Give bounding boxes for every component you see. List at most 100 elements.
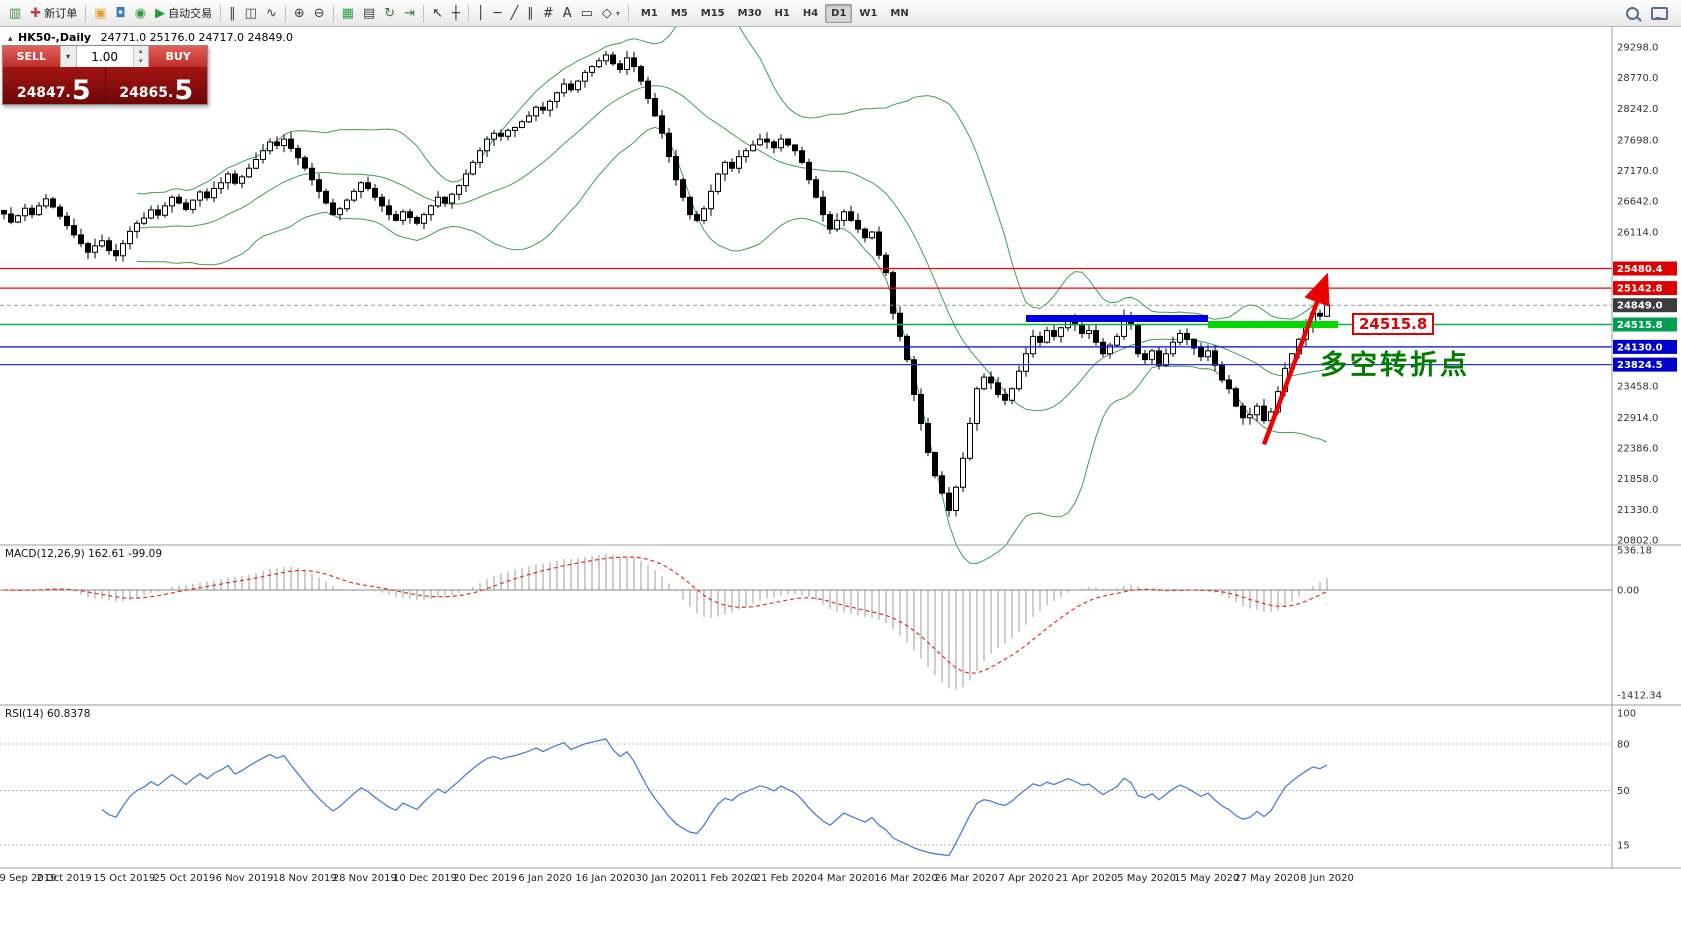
toolbar-separator — [423, 4, 425, 22]
price-tag: 25142.8 — [1613, 281, 1677, 296]
svg-text:28770.0: 28770.0 — [1617, 73, 1658, 84]
bar-chart-icon: ‖ — [229, 5, 236, 21]
toolbar-separator — [220, 4, 222, 22]
svg-text:8 Jun 2020: 8 Jun 2020 — [1300, 873, 1354, 884]
timeframe-h4[interactable]: H4 — [802, 7, 819, 19]
label-icon: ▭ — [580, 5, 593, 21]
auto-scroll-icon[interactable]: ↻ — [380, 3, 399, 24]
horizontal-level-lines[interactable] — [0, 267, 1612, 366]
zoom-out-icon[interactable]: ⊖ — [310, 3, 329, 24]
symbol-icon: ▴ — [8, 34, 13, 44]
toolbar-right — [1626, 6, 1676, 20]
trend-arrow[interactable] — [1261, 272, 1330, 446]
macd-histogram — [10, 554, 1328, 690]
new-order-button-label: 新订单 — [44, 7, 78, 20]
timeframe-group: M1 M5 M15 M30 H1 H4 D1 W1 MN — [635, 3, 915, 23]
mql5-icon[interactable]: ▣ — [90, 3, 110, 24]
candle-wicks — [3, 51, 1328, 517]
shapes-icon[interactable]: ◇ ▾ — [598, 3, 624, 24]
channel-icon: ∥ — [527, 5, 534, 21]
profile-icon[interactable]: ◘ — [112, 3, 130, 24]
timeframe-m5[interactable]: M5 — [670, 7, 688, 19]
timeframe-mn[interactable]: MN — [890, 7, 909, 19]
timeframe-d1[interactable]: D1 — [825, 3, 853, 23]
timeframe-m30[interactable]: M30 — [737, 7, 762, 19]
new-order-button[interactable]: ✚ 新订单 — [26, 3, 81, 24]
fibonacci-icon: # — [542, 5, 554, 21]
toolbar-separator — [85, 4, 87, 22]
macd-signal-line — [3, 556, 1328, 674]
volume-down-button[interactable]: ▾ — [133, 56, 148, 66]
cursor-icon[interactable]: ↖ — [428, 3, 447, 24]
chart-shift-icon[interactable]: ⇥ — [400, 3, 419, 24]
volume-input[interactable] — [76, 46, 133, 67]
zoom-out-icon: ⊖ — [313, 5, 325, 21]
candlestick-chart-icon[interactable]: ◫ — [241, 3, 261, 24]
zoom-in-icon[interactable]: ⊕ — [290, 3, 309, 24]
volume-up-button[interactable]: ▴ — [133, 46, 148, 56]
line-chart-icon[interactable]: ∿ — [262, 3, 281, 24]
support-zone-segments[interactable] — [1026, 315, 1339, 328]
crosshair-icon[interactable]: ┼ — [448, 3, 464, 24]
auto-scroll-icon: ↻ — [384, 5, 396, 21]
svg-text:23458.0: 23458.0 — [1617, 381, 1658, 392]
trendline-icon[interactable]: ╱ — [506, 3, 522, 24]
bear-candles — [1, 54, 1323, 511]
candlestick-series — [1, 51, 1330, 517]
bollinger-bands — [136, 0, 1328, 565]
svg-text:26 Mar 2020: 26 Mar 2020 — [934, 873, 997, 884]
svg-text:80: 80 — [1617, 740, 1630, 751]
turning-point-annotation[interactable]: 多空转折点 — [1320, 350, 1470, 381]
timeframe-m1[interactable]: M1 — [640, 7, 658, 19]
timeframe-m15[interactable]: M15 — [700, 7, 725, 19]
timeframe-w1[interactable]: W1 — [859, 7, 878, 19]
chart-window-icon: ▥ — [9, 5, 22, 21]
price-tag: 24515.8 — [1613, 317, 1677, 332]
chart-window-icon[interactable]: ▥ — [5, 3, 25, 24]
autotrading-button[interactable]: ▶ 自动交易 — [151, 3, 216, 24]
ohlc-readout: 24771.0 25176.0 24717.0 24849.0 — [100, 31, 294, 44]
label-icon[interactable]: ▭ — [577, 3, 597, 24]
price-axis[interactable]: 29298.0 28770.0 28242.0 27698.0 27170.0 26642… — [1613, 43, 1677, 547]
trade-prices-row: 24847. 5 24865. 5 — [3, 67, 207, 104]
buy-button[interactable]: BUY — [149, 46, 207, 67]
zoom-in-icon: ⊕ — [293, 5, 305, 21]
price-tag: 25480.4 — [1613, 261, 1677, 276]
price-callout[interactable]: 24515.8 — [1352, 313, 1435, 335]
vertical-line-icon[interactable]: │ — [473, 3, 489, 24]
svg-text:27698.0: 27698.0 — [1617, 135, 1658, 146]
market-icon[interactable]: ◉ — [131, 3, 150, 24]
svg-text:25480.4: 25480.4 — [1617, 264, 1663, 275]
rsi-panel: 100 80 50 15 — [0, 709, 1636, 857]
shapes-icon: ◇ — [601, 5, 612, 21]
svg-text:29298.0: 29298.0 — [1617, 43, 1658, 54]
toolbar-separator — [467, 4, 469, 22]
toolbar-separator — [627, 4, 629, 22]
sell-price[interactable]: 24847. 5 — [16, 74, 91, 106]
sell-button[interactable]: SELL — [3, 46, 60, 67]
svg-text:0.00: 0.00 — [1617, 586, 1639, 597]
cascade-windows-icon[interactable]: ▤ — [359, 3, 379, 24]
svg-text:100: 100 — [1617, 709, 1636, 720]
market-icon: ◉ — [134, 5, 147, 21]
rsi-line — [101, 738, 1328, 857]
svg-text:25142.8: 25142.8 — [1617, 284, 1663, 295]
toolbar: ▥ ✚ 新订单 ▣ ◘ ◉ ▶ 自动交易 ‖ ◫ ∿ ⊕ ⊖ ▦ ▤ ↻ ⇥ ↖ ┼ │ ─ ╱ ∥ # A ▭ ◇ ▾ M1 M5 M1… — [0, 0, 1681, 27]
svg-text:16 Jan 2020: 16 Jan 2020 — [575, 873, 635, 884]
crosshair-icon: ┼ — [451, 5, 460, 21]
search-icon[interactable] — [1626, 6, 1639, 20]
buy-price[interactable]: 24865. 5 — [104, 67, 208, 104]
profile-icon: ◘ — [115, 5, 126, 21]
horizontal-line-icon[interactable]: ─ — [490, 3, 506, 24]
bar-chart-icon[interactable]: ‖ — [225, 3, 240, 24]
channel-icon[interactable]: ∥ — [523, 3, 538, 24]
volume-dropdown[interactable]: ▾ — [59, 46, 77, 67]
tile-windows-icon[interactable]: ▦ — [338, 3, 358, 24]
timeframe-h1[interactable]: H1 — [774, 7, 790, 19]
chat-icon[interactable] — [1651, 6, 1668, 20]
fibonacci-icon[interactable]: # — [539, 3, 558, 24]
panel-separators[interactable] — [0, 27, 1681, 869]
text-icon[interactable]: A — [559, 3, 576, 24]
